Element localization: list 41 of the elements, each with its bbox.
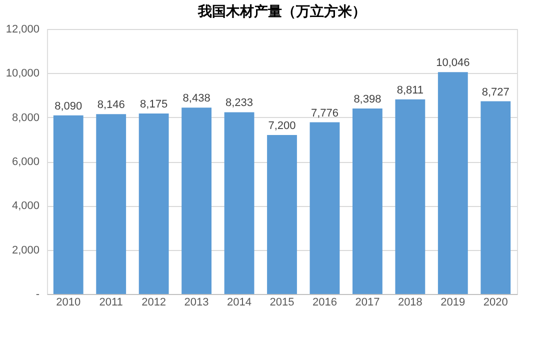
data-label: 8,438 [182, 92, 210, 105]
y-tick-label: 4,000 [12, 200, 40, 212]
data-label: 8,811 [396, 84, 424, 96]
y-tick-label: 10,000 [6, 68, 40, 80]
x-tick-label: 2010 [56, 296, 81, 308]
y-tick-label: 12,000 [6, 24, 40, 36]
data-label: 8,090 [54, 100, 82, 112]
x-tick-label: 2018 [398, 296, 422, 308]
data-label: 8,727 [482, 86, 510, 98]
data-label: 7,776 [310, 107, 338, 120]
bar [310, 122, 340, 294]
y-tick-label: - [36, 288, 40, 300]
bar [480, 101, 511, 294]
data-label: 7,200 [268, 120, 296, 132]
x-tick-label: 2019 [440, 296, 466, 308]
x-tick-label: 2017 [355, 296, 380, 308]
bar [53, 115, 84, 294]
bar [182, 108, 212, 294]
x-tick-label: 2015 [270, 296, 294, 308]
data-label: 10,046 [436, 57, 470, 70]
x-tick-label: 2020 [483, 296, 508, 308]
bar [138, 113, 169, 294]
x-tick-label: 2012 [142, 296, 166, 308]
y-tick-label: 8,000 [12, 112, 40, 124]
bar [395, 99, 426, 294]
y-tick-label: 6,000 [12, 156, 40, 168]
y-tick-label: 2,000 [12, 244, 40, 256]
bar [267, 135, 297, 294]
data-label: 8,146 [97, 99, 125, 112]
data-label: 8,233 [226, 97, 254, 110]
chart-title: 我国木材产量（万立方米） [197, 3, 366, 20]
data-label: 8,398 [354, 94, 382, 106]
bar [352, 108, 382, 294]
x-tick-label: 2016 [312, 296, 337, 308]
x-tick-label: 2011 [99, 296, 123, 308]
x-tick-label: 2014 [227, 296, 252, 308]
bar [438, 72, 468, 294]
x-tick-label: 2013 [184, 296, 209, 308]
bar [96, 114, 126, 294]
data-label: 8,175 [140, 98, 168, 110]
bar [224, 112, 254, 294]
